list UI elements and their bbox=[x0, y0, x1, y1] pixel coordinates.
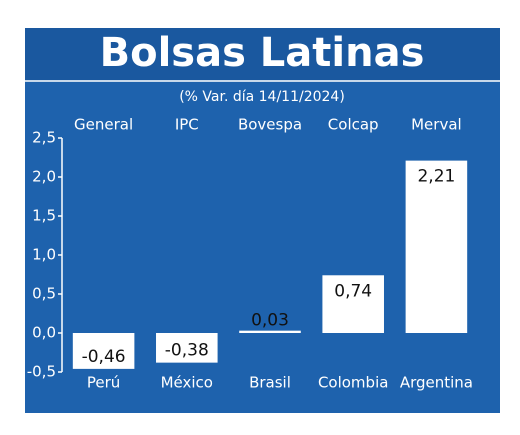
x-tick-label: México bbox=[161, 374, 213, 392]
y-tick-label: 2,5 bbox=[32, 129, 56, 147]
x-tick-label: Argentina bbox=[400, 374, 473, 392]
index-label: Colcap bbox=[328, 116, 379, 134]
index-label: General bbox=[74, 116, 133, 134]
bar bbox=[156, 333, 218, 363]
value-label: 0,03 bbox=[251, 311, 289, 331]
y-tick-label: 0,5 bbox=[32, 285, 56, 303]
value-label: -0,46 bbox=[82, 347, 126, 367]
y-tick-label: -0,5 bbox=[27, 363, 56, 381]
bar bbox=[322, 275, 384, 333]
x-tick-label: Colombia bbox=[318, 374, 389, 392]
bar bbox=[239, 330, 301, 333]
chart-subtitle: (% Var. día 14/11/2024) bbox=[179, 89, 345, 105]
y-tick-label: 2,0 bbox=[32, 168, 56, 186]
value-label: 2,21 bbox=[417, 167, 455, 187]
x-tick-label: Brasil bbox=[249, 374, 291, 392]
x-tick-label: Perú bbox=[87, 374, 120, 392]
bar bbox=[72, 333, 135, 369]
y-tick-label: 1,0 bbox=[32, 246, 56, 264]
value-label: 0,74 bbox=[334, 281, 372, 301]
index-label: IPC bbox=[175, 116, 199, 134]
index-label: Bovespa bbox=[238, 116, 302, 134]
y-tick-label: 0,0 bbox=[32, 324, 56, 342]
y-tick-label: 1,5 bbox=[32, 207, 56, 225]
bar bbox=[405, 160, 468, 333]
value-label: -0,38 bbox=[165, 341, 209, 361]
index-label: Merval bbox=[411, 116, 462, 134]
chart-title: Bolsas Latinas bbox=[100, 30, 425, 76]
title-band bbox=[25, 28, 500, 80]
